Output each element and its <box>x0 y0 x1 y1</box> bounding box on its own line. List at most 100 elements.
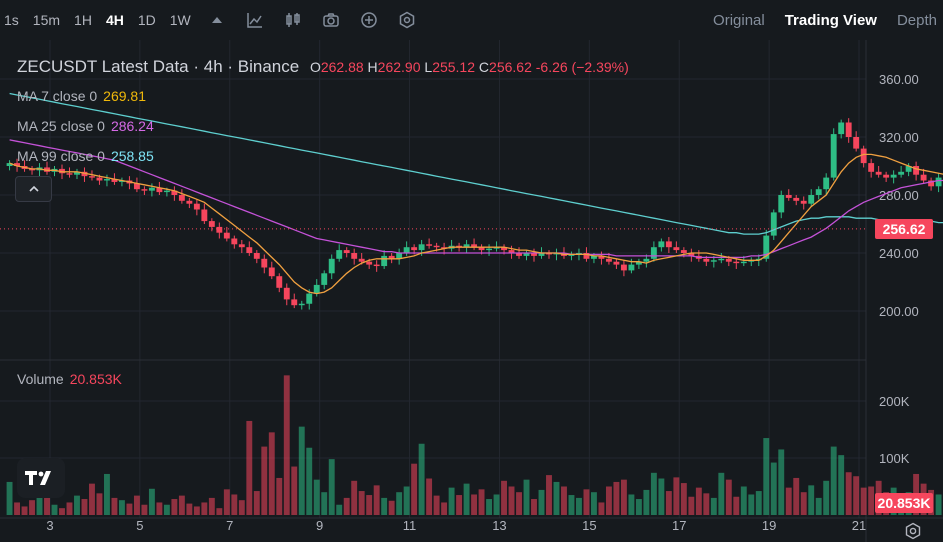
volume-tick-label: 200K <box>879 394 910 409</box>
collapse-legend-button[interactable] <box>15 176 52 202</box>
candle-body <box>426 244 433 246</box>
candle-body <box>501 247 507 251</box>
timeframe-1h[interactable]: 1H <box>74 12 92 28</box>
timeframe-1d[interactable]: 1D <box>137 12 156 28</box>
tab-original[interactable]: Original <box>713 11 765 29</box>
volume-bar <box>201 502 208 515</box>
volume-bar <box>725 479 732 515</box>
volume-bar <box>14 502 20 515</box>
ma99-legend[interactable]: MA 99 close 0 258.85 <box>17 148 154 164</box>
candle-body <box>268 267 275 277</box>
volume-bar <box>561 486 567 515</box>
tab-trading-view[interactable]: Trading View <box>784 11 877 29</box>
volume-bar <box>823 480 830 515</box>
candle-body <box>853 137 860 149</box>
candle-body <box>381 255 388 267</box>
volume-bar <box>126 503 133 515</box>
ma7-legend[interactable]: MA 7 close 0 269.81 <box>17 88 146 104</box>
volume-bar <box>733 496 740 515</box>
candle-body <box>733 261 740 264</box>
candle-body <box>141 189 148 191</box>
candle-body <box>366 261 373 265</box>
settings-hex-icon[interactable] <box>398 11 416 29</box>
timeframe-4h[interactable]: 4H <box>105 12 124 28</box>
camera-icon[interactable] <box>322 11 340 29</box>
ma25-legend[interactable]: MA 25 close 0 286.24 <box>17 118 154 134</box>
volume-bar <box>351 480 358 515</box>
volume-bar <box>276 477 283 515</box>
symbol-title: ZECUSDT Latest Data · 4h · Binance <box>17 57 300 76</box>
volume-bar <box>133 495 140 515</box>
candle-body <box>928 180 935 187</box>
volume-bar <box>853 476 860 515</box>
last-volume-tag: 20.853K <box>875 493 933 513</box>
volume-bar <box>598 502 605 515</box>
price-chart[interactable]: 360.00 320.00 280.00 240.00 200.00 200K 100K 3 5… <box>0 40 943 542</box>
candle-body <box>148 187 155 191</box>
volume-bar <box>298 426 305 515</box>
tab-depth[interactable]: Depth <box>896 11 937 29</box>
candle-body <box>463 244 470 248</box>
candle-body <box>96 177 103 181</box>
volume-bar <box>418 443 425 515</box>
volume-bar <box>613 481 620 515</box>
volume-bar <box>291 466 298 515</box>
candle-body <box>635 261 642 265</box>
volume-bar <box>21 506 28 515</box>
candle-body <box>396 253 403 259</box>
chart-settings-gear-icon[interactable] <box>904 522 922 540</box>
candle-body <box>568 254 575 256</box>
candle-body <box>321 273 328 285</box>
volume-bar <box>306 447 313 515</box>
candle-body <box>193 203 200 210</box>
candle-body <box>111 179 118 182</box>
volume-bar <box>208 497 215 515</box>
line-chart-icon[interactable] <box>246 11 264 29</box>
time-tick-label: 7 <box>226 518 233 533</box>
tradingview-logo[interactable] <box>17 458 65 498</box>
candle-body <box>650 247 657 259</box>
volume-bar <box>411 463 418 515</box>
open-label: O <box>309 59 321 75</box>
candle-body <box>905 166 912 172</box>
timeframe-15m[interactable]: 15m <box>32 12 61 28</box>
volume-bar <box>658 478 665 515</box>
candle-body <box>598 255 605 259</box>
low-label: L <box>424 59 433 75</box>
volume-bar <box>688 496 695 515</box>
candle-body <box>793 197 800 201</box>
volume-tick-label: 100K <box>879 451 910 466</box>
candle-body <box>770 212 777 236</box>
candle-body <box>823 177 830 190</box>
candle-body <box>860 148 867 164</box>
plus-circle-icon[interactable] <box>360 11 378 29</box>
candle-body <box>433 245 440 248</box>
volume-bar <box>740 486 747 515</box>
candle-body <box>373 264 380 267</box>
candle-body <box>935 177 942 187</box>
volume-bar <box>261 446 268 515</box>
high-value: 262.90 <box>377 59 421 75</box>
volume-bar <box>283 375 290 515</box>
low-value: 255.12 <box>432 59 476 75</box>
volume-bar <box>96 493 103 515</box>
candle-body <box>755 258 762 261</box>
candle-body <box>74 171 80 175</box>
time-tick-label: 9 <box>316 518 323 533</box>
candle-body <box>276 276 283 288</box>
caret-up-icon[interactable] <box>208 11 226 29</box>
volume-bar <box>695 487 702 515</box>
timeframe-1w[interactable]: 1W <box>169 12 191 28</box>
candle-body <box>800 200 807 204</box>
volume-bar <box>718 472 725 515</box>
candle-body <box>44 167 50 172</box>
candle-body <box>283 287 290 300</box>
timeframe-1s[interactable]: 1s <box>4 12 19 28</box>
volume-bar <box>433 495 440 515</box>
chevron-up-icon <box>28 185 39 192</box>
volume-bar <box>770 462 777 515</box>
candlestick-icon[interactable] <box>284 11 302 29</box>
candle-body <box>883 174 890 178</box>
candle-body <box>838 122 845 135</box>
volume-bar <box>793 477 800 515</box>
